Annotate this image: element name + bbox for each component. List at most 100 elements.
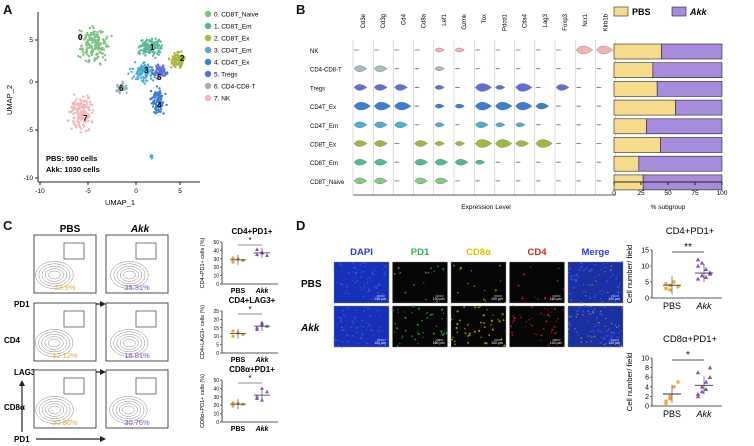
violin-row-label: CD4-CD8-T	[310, 68, 342, 74]
flow-percent: 12.12%	[52, 351, 78, 360]
ihc-speck	[372, 273, 375, 276]
umap-point	[180, 58, 183, 61]
violin-shape	[495, 68, 501, 70]
umap-point	[162, 67, 166, 71]
count-point	[699, 273, 705, 278]
umap-point	[101, 56, 105, 59]
ihc-speck	[362, 312, 364, 315]
ihc-speck	[382, 274, 385, 276]
ihc-speck	[359, 264, 362, 266]
bar-akk	[656, 81, 723, 97]
dot-point	[255, 394, 259, 399]
umap-y-tick: -10	[24, 175, 34, 182]
violin-shape	[353, 65, 368, 72]
umap-point	[152, 101, 155, 104]
count-point	[695, 276, 701, 281]
flow-contour	[110, 329, 149, 357]
flow-contour	[38, 398, 71, 422]
umap-point	[160, 44, 164, 47]
umap-point	[80, 45, 83, 48]
ihc-speck	[573, 274, 576, 277]
ihc-speck	[617, 344, 621, 347]
ihc-row-label: Akk	[300, 323, 320, 334]
count-point	[695, 263, 701, 268]
dot-point	[231, 329, 235, 333]
ihc-speck	[382, 268, 384, 270]
umap-point	[74, 126, 78, 129]
ihc-speck	[424, 298, 427, 301]
ihc-speck	[593, 307, 595, 310]
umap-point	[144, 67, 148, 70]
ihc-image	[392, 261, 448, 304]
ihc-speck	[500, 338, 503, 340]
umap-point	[82, 95, 85, 99]
umap-point	[143, 82, 146, 85]
violin-shape	[474, 49, 481, 51]
umap-point	[90, 38, 93, 41]
ihc-speck	[580, 341, 582, 343]
ihc-speck	[360, 286, 362, 289]
ihc-speck	[531, 324, 534, 327]
ihc-speck	[540, 334, 543, 337]
ihc-speck	[580, 262, 583, 265]
ihc-speck	[562, 308, 565, 311]
umap-point	[174, 65, 177, 69]
flow-contour	[41, 400, 68, 419]
umap-point	[86, 94, 89, 97]
ihc-speck	[411, 312, 413, 314]
ihc-speck	[456, 322, 459, 326]
umap-point	[117, 89, 120, 92]
ihc-speck	[431, 313, 434, 316]
violin-shape	[596, 68, 602, 70]
dot-significance: *	[248, 236, 251, 245]
ihc-speck	[587, 312, 591, 315]
ihc-speck	[519, 316, 522, 319]
ihc-speck	[590, 330, 592, 333]
umap-point	[101, 30, 104, 33]
violin-shape	[374, 159, 388, 166]
ihc-speck	[575, 280, 578, 283]
ihc-speck	[467, 334, 470, 337]
ihc-speck	[443, 332, 446, 335]
bar-akk	[638, 155, 723, 172]
umap-cluster-label-0: 0	[78, 33, 83, 42]
ihc-speck	[568, 336, 570, 339]
umap-point	[170, 62, 174, 65]
ihc-speck	[618, 332, 620, 335]
umap-point	[121, 85, 125, 88]
umap-point	[98, 62, 102, 65]
umap-point	[106, 35, 109, 38]
ihc-speck	[360, 337, 363, 340]
umap-point	[149, 74, 152, 78]
umap-point	[72, 122, 76, 126]
umap-point	[76, 118, 80, 122]
umap-point	[88, 55, 91, 58]
count-point	[664, 286, 668, 290]
violin-shape	[434, 103, 445, 109]
violin-shape	[394, 121, 408, 128]
ihc-speck	[417, 343, 419, 345]
umap-point	[78, 98, 82, 101]
ihc-speck	[397, 266, 400, 270]
violin-shape	[475, 121, 489, 128]
umap-point	[150, 39, 153, 43]
violin-shape	[495, 139, 513, 148]
ihc-speck	[345, 285, 348, 288]
umap-point	[180, 50, 183, 53]
ihc-speck	[524, 326, 526, 328]
umap-point	[87, 33, 90, 37]
umap-point	[140, 39, 143, 42]
flow-contour	[113, 263, 146, 287]
ihc-speck	[600, 300, 604, 304]
dot-group-label: Akk	[255, 288, 270, 295]
ihc-image	[450, 305, 507, 348]
umap-point	[85, 103, 89, 106]
ihc-speck	[424, 271, 427, 274]
umap-point	[92, 27, 95, 30]
ihc-speck	[521, 297, 524, 300]
ihc-speck	[367, 291, 369, 293]
umap-point	[121, 82, 125, 85]
ihc-speck	[336, 323, 339, 325]
ihc-speck	[597, 324, 600, 326]
